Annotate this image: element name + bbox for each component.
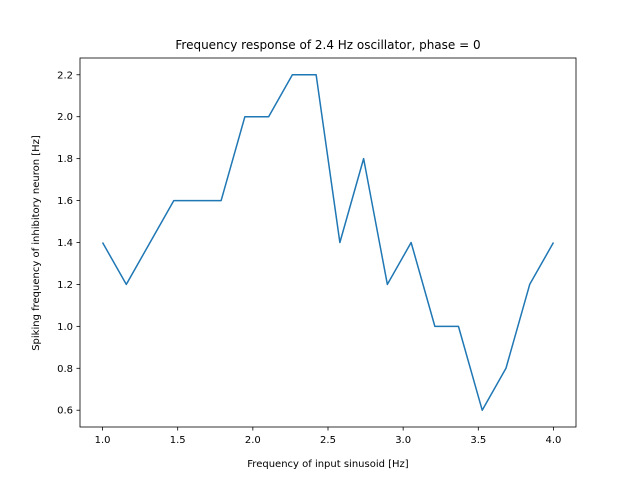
y-tick-label: 1.0 [57, 322, 73, 333]
y-tick-label: 2.0 [57, 112, 73, 123]
series-line-0 [101, 74, 555, 411]
x-tick-label: 1.0 [95, 435, 111, 446]
y-tick-label: 1.6 [57, 196, 73, 207]
y-tick-label: 0.8 [57, 364, 73, 375]
y-tick-label: 2.2 [57, 70, 73, 81]
x-tick-label: 3.0 [395, 435, 411, 446]
x-tick-label: 2.0 [245, 435, 261, 446]
x-tick-label: 4.0 [546, 435, 562, 446]
y-tick-label: 0.6 [57, 406, 73, 417]
axes-frame [79, 57, 577, 428]
x-tick-label: 2.5 [320, 435, 336, 446]
x-tick-label: 1.5 [170, 435, 186, 446]
y-tick-label: 1.8 [57, 154, 73, 165]
y-axis-label: Spiking frequency of inhibitory neuron [… [31, 135, 42, 351]
y-tick-label: 1.2 [57, 280, 73, 291]
y-tick-label: 1.4 [57, 238, 73, 249]
x-axis-label: Frequency of input sinusoid [Hz] [247, 459, 409, 470]
x-tick-label: 3.5 [470, 435, 486, 446]
plot-area: 1.0 1.5 2.0 2.5 3.0 3.5 4.0 0.6 0.8 1.0 1.2 1.4 1.6 1… [57, 57, 577, 446]
chart-title: Frequency response of 2.4 Hz oscillator,… [175, 38, 480, 52]
